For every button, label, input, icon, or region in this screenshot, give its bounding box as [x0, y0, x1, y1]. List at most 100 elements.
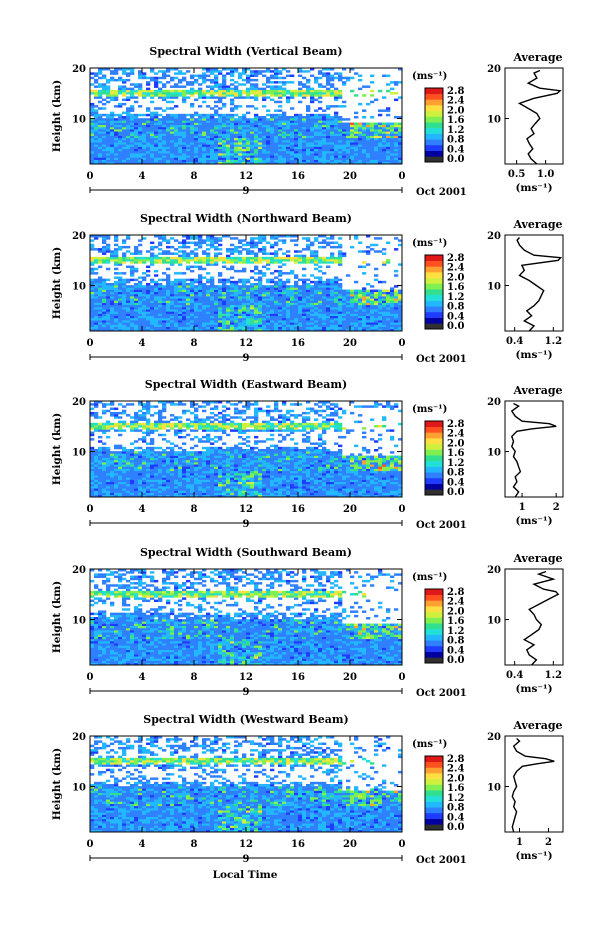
heatmap-cell	[194, 300, 199, 303]
heatmap-cell	[390, 157, 395, 160]
heatmap-cell	[234, 96, 239, 99]
heatmap-cell	[142, 161, 147, 165]
heatmap-cell	[318, 307, 323, 310]
heatmap-cell	[282, 161, 287, 165]
heatmap-cell	[182, 129, 187, 132]
heatmap-cell	[94, 302, 99, 306]
heatmap-cell	[322, 304, 327, 308]
heatmap-cell	[254, 85, 259, 88]
heatmap-cell	[98, 459, 103, 463]
heatmap-cell	[262, 265, 267, 269]
average-x-tick-label: 1.0	[537, 169, 554, 180]
heatmap-cell	[150, 256, 155, 260]
heatmap-cell	[226, 302, 231, 306]
heatmap-cell	[310, 157, 315, 160]
heatmap-cell	[106, 317, 111, 321]
heatmap-cell	[118, 263, 123, 266]
heatmap-cell	[98, 293, 103, 297]
heatmap-cell	[398, 140, 403, 143]
heatmap-cell	[278, 124, 283, 128]
heatmap-cell	[370, 89, 375, 93]
heatmap-cell	[98, 429, 103, 432]
heatmap-cell	[298, 296, 303, 299]
heatmap-cell	[170, 78, 175, 82]
heatmap-cell	[294, 296, 299, 299]
heatmap-cell	[94, 291, 99, 295]
heatmap-cell	[270, 261, 275, 264]
heatmap-cell	[174, 116, 179, 119]
heatmap-cell	[190, 157, 195, 160]
heatmap-cell	[258, 157, 263, 160]
heatmap-cell	[258, 116, 263, 119]
panel-3: Spectral Width (Eastward Beam)1020Height…	[51, 378, 564, 531]
heatmap-cell	[146, 109, 151, 112]
heatmap-cell	[290, 81, 295, 84]
heatmap-cell	[130, 293, 135, 297]
heatmap-cell	[150, 322, 155, 325]
heatmap-cell	[126, 113, 131, 117]
heatmap-cell	[226, 254, 231, 258]
heatmap-cell	[118, 298, 123, 301]
heatmap-cell	[270, 142, 275, 145]
colorbar-segment	[425, 272, 443, 279]
heatmap-cell	[102, 252, 107, 255]
heatmap-cell	[142, 285, 147, 288]
heatmap-cell	[318, 113, 323, 117]
heatmap-cell	[230, 280, 235, 284]
heatmap-cell	[230, 107, 235, 110]
heatmap-cell	[210, 94, 215, 97]
heatmap-cell	[262, 92, 267, 95]
heatmap-cell	[386, 296, 391, 299]
heatmap-cell	[254, 144, 259, 147]
heatmap-cell	[270, 245, 275, 249]
heatmap-cell	[214, 263, 219, 266]
heatmap-cell	[278, 320, 283, 323]
heatmap-cell	[106, 148, 111, 152]
heatmap-cell	[370, 74, 375, 78]
heatmap-cell	[170, 307, 175, 310]
heatmap-cell	[366, 296, 371, 299]
heatmap-cell	[226, 85, 231, 88]
heatmap-cell	[170, 315, 175, 319]
heatmap-cell	[350, 324, 355, 327]
heatmap-cell	[174, 304, 179, 308]
heatmap-cell	[174, 85, 179, 88]
heatmap-cell	[182, 94, 187, 97]
heatmap-cell	[242, 150, 247, 154]
heatmap-cell	[106, 300, 111, 303]
heatmap-cell	[166, 324, 171, 327]
heatmap-cell	[390, 324, 395, 327]
heatmap-cell	[134, 144, 139, 147]
heatmap-cell	[218, 304, 223, 308]
heatmap-cell	[222, 302, 227, 306]
heatmap-cell	[338, 76, 343, 80]
heatmap-cell	[162, 89, 167, 93]
heatmap-cell	[234, 144, 239, 147]
heatmap-cell	[214, 153, 219, 156]
heatmap-cell	[206, 285, 211, 288]
heatmap-cell	[326, 107, 331, 110]
heatmap-cell	[342, 137, 347, 141]
heatmap-cell	[394, 129, 399, 132]
heatmap-cell	[310, 274, 315, 277]
heatmap-cell	[190, 307, 195, 310]
panel-2: Spectral Width (Northward Beam)1020Heigh…	[51, 212, 564, 365]
heatmap-cell	[178, 250, 183, 253]
heatmap-cell	[282, 126, 287, 130]
heatmap-cell	[218, 320, 223, 323]
heatmap-cell	[126, 326, 131, 330]
heatmap-cell	[146, 324, 151, 327]
heatmap-cell	[210, 126, 215, 130]
heatmap-cell	[98, 94, 103, 97]
heatmap-cell	[366, 302, 371, 306]
heatmap-cell	[214, 161, 219, 165]
heatmap-cell	[302, 140, 307, 143]
heatmap-cell	[254, 300, 259, 303]
heatmap-cell	[166, 92, 171, 95]
heatmap-cell	[318, 320, 323, 323]
heatmap-cell	[306, 146, 311, 150]
heatmap-cell	[338, 94, 343, 97]
heatmap-cell	[346, 320, 351, 323]
heatmap-cell	[130, 72, 135, 75]
heatmap-cell	[242, 300, 247, 303]
